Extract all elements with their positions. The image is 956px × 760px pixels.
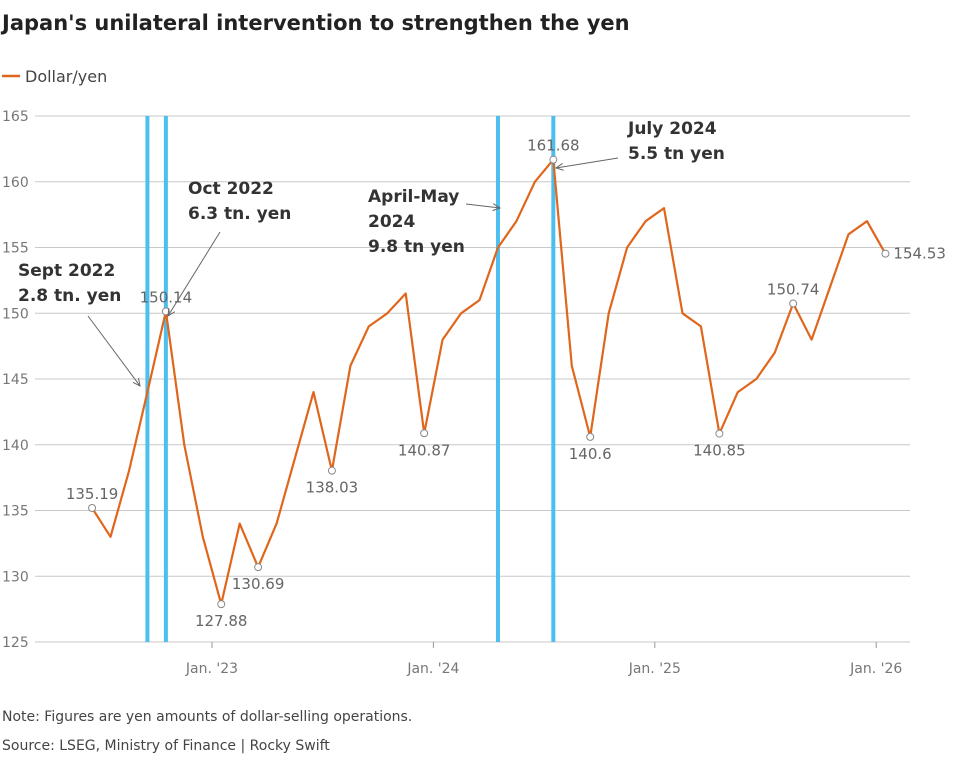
- y-tick-label: 165: [2, 109, 29, 125]
- data-label: 161.68: [527, 137, 580, 155]
- chart-title: Japan's unilateral intervention to stren…: [0, 11, 630, 35]
- callout-arrow: [87, 315, 141, 387]
- point-marker: [420, 429, 429, 438]
- x-tick-label: Jan. '23: [185, 661, 238, 677]
- callout-arrow: [555, 157, 619, 169]
- callout-arrow: [167, 231, 221, 317]
- data-label: 135.19: [66, 485, 119, 503]
- y-tick-label: 140: [2, 438, 29, 454]
- callout-arrowhead: [167, 307, 176, 317]
- line: [91, 158, 887, 606]
- data-label: 154.53: [893, 245, 946, 263]
- callout-arrowhead: [132, 378, 141, 387]
- note: Note: Figures are yen amounts of dollar-…: [2, 709, 412, 725]
- event-label: Oct 2022: [188, 179, 274, 199]
- event-label: 2.8 tn. yen: [18, 286, 121, 306]
- y-tick-label: 130: [2, 569, 29, 585]
- event-label: 2024: [368, 212, 415, 232]
- y-tick-label: 160: [2, 175, 29, 191]
- y-tick-label: 145: [2, 372, 29, 388]
- data-label: 140.85: [693, 442, 746, 460]
- data-label: 127.88: [195, 612, 248, 630]
- data-label: 140.87: [398, 441, 451, 459]
- event-label: 5.5 tn yen: [628, 144, 725, 164]
- event-label: April-May: [368, 187, 459, 207]
- callout-arrowhead: [492, 203, 502, 212]
- callout-arrowhead: [554, 163, 564, 171]
- point-marker: [88, 504, 97, 513]
- event-label: July 2024: [627, 119, 717, 139]
- point-marker: [789, 299, 798, 308]
- event-label: 6.3 tn. yen: [188, 204, 291, 224]
- y-tick-label: 155: [2, 241, 29, 257]
- data-label: 150.74: [767, 281, 820, 299]
- point-marker: [881, 249, 890, 258]
- event-label: 9.8 tn yen: [368, 237, 465, 257]
- legend-label: Dollar/yen: [25, 67, 107, 86]
- point-marker: [161, 307, 170, 316]
- point-marker: [254, 563, 263, 572]
- event-label: Sept 2022: [18, 261, 115, 281]
- point-marker: [549, 155, 558, 164]
- data-label: 138.03: [306, 479, 359, 497]
- source: Source: LSEG, Ministry of Finance | Rock…: [2, 738, 330, 754]
- x-tick-label: Jan. '26: [849, 661, 902, 677]
- x-tick-label: Jan. '24: [406, 661, 459, 677]
- data-label: 130.69: [232, 575, 285, 593]
- point-marker: [586, 432, 595, 441]
- y-tick-label: 150: [2, 306, 29, 322]
- data-label: 140.6: [569, 445, 612, 463]
- y-tick-label: 125: [2, 635, 29, 651]
- x-tick-label: Jan. '25: [628, 661, 681, 677]
- point-marker: [217, 600, 226, 609]
- y-tick-label: 135: [2, 504, 29, 520]
- data-label: 150.14: [140, 288, 193, 306]
- callout-arrow: [465, 203, 501, 209]
- point-marker: [715, 429, 724, 438]
- point-marker: [327, 466, 336, 475]
